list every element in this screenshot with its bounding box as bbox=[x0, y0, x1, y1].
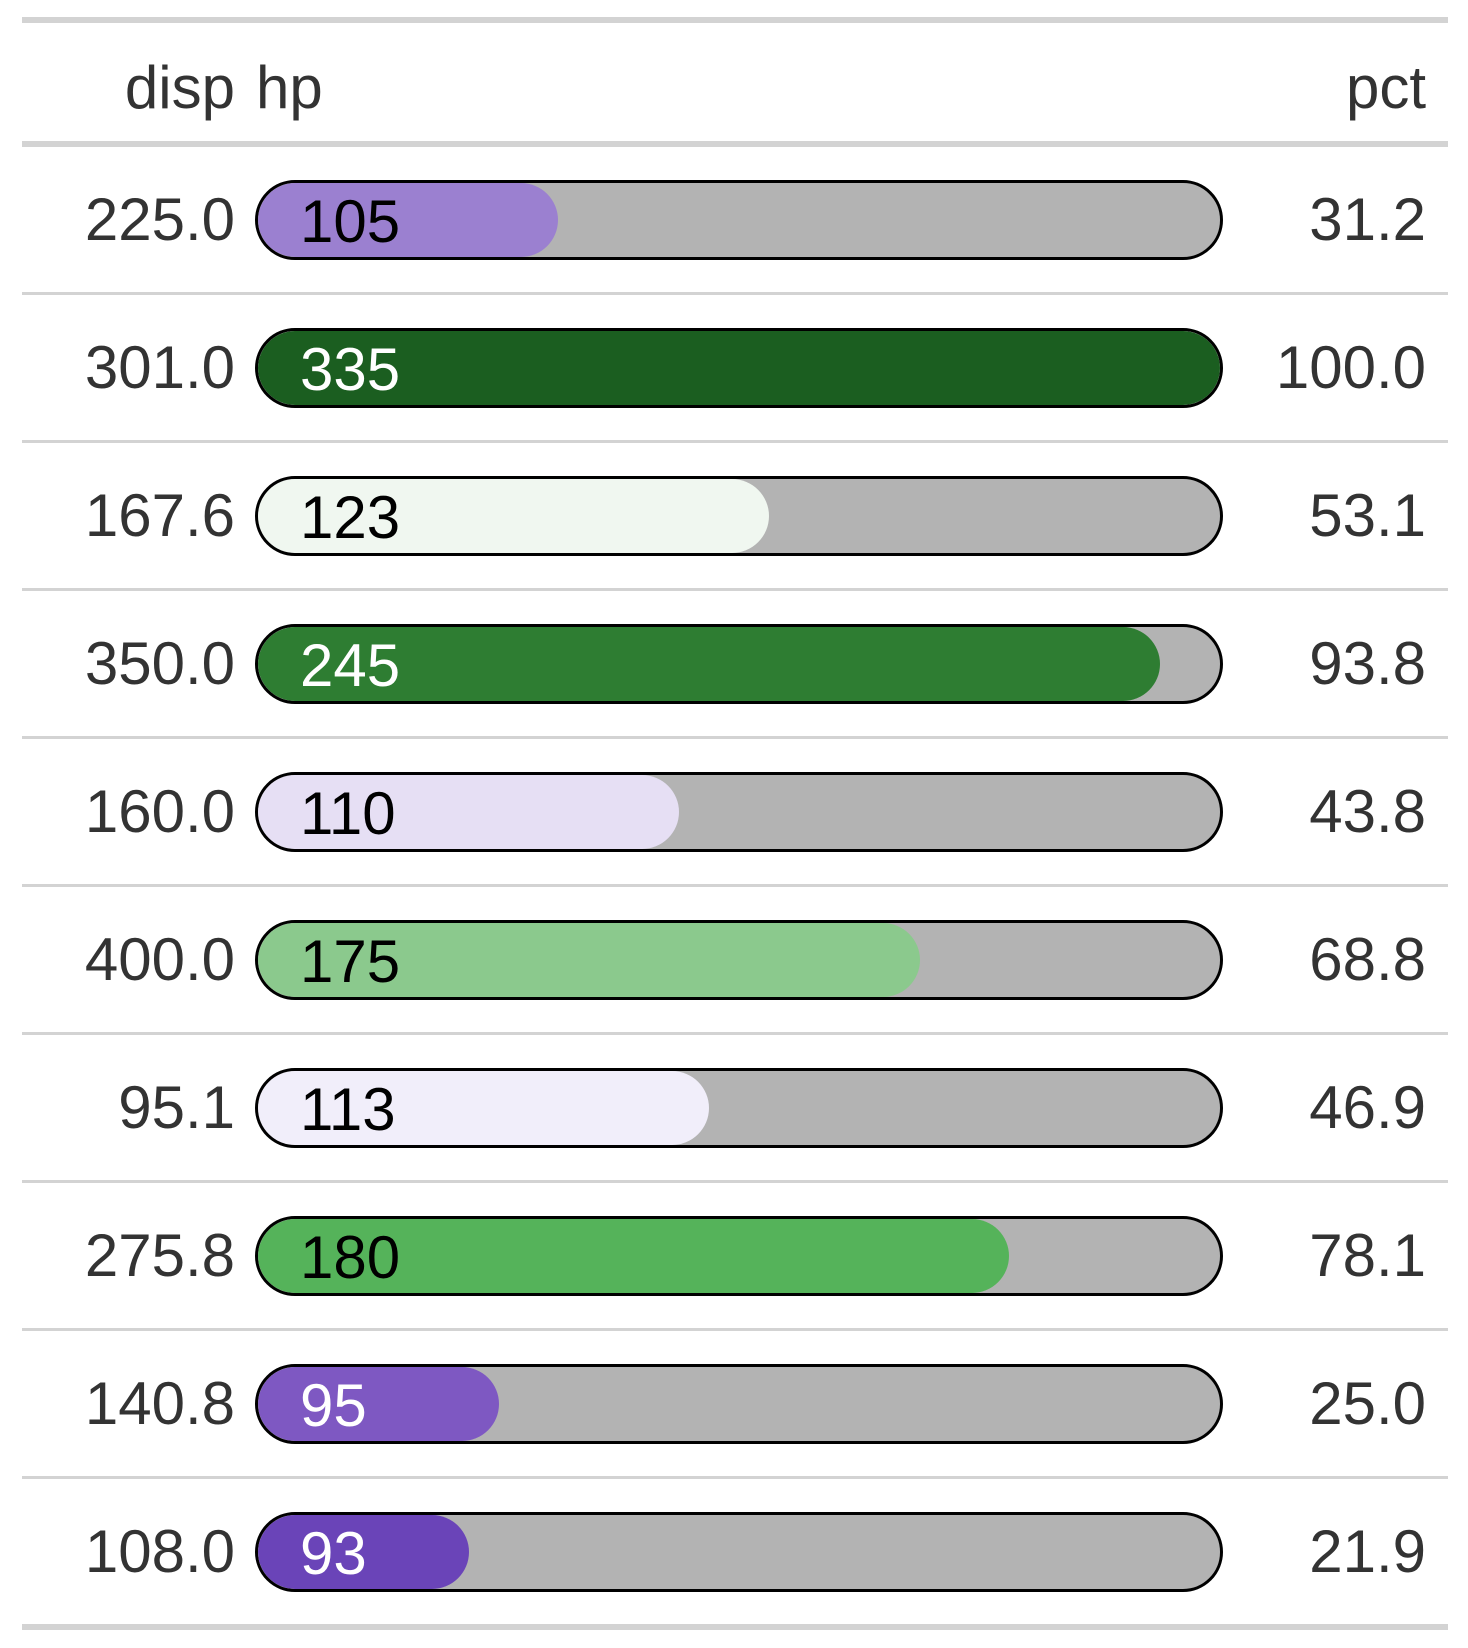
hp-bar-label: 93 bbox=[300, 1520, 367, 1587]
hp-bar-fill bbox=[258, 775, 680, 849]
table-row: 400.0 175 68.8 bbox=[22, 887, 1448, 1035]
cell-pct: 21.9 bbox=[1309, 1518, 1426, 1585]
hp-bar-label: 245 bbox=[300, 632, 401, 699]
cell-pct: 100.0 bbox=[1275, 334, 1426, 401]
table-header: disp hp pct bbox=[22, 23, 1448, 147]
table-row: 301.0 335 100.0 bbox=[22, 295, 1448, 443]
hp-bar-label: 175 bbox=[300, 928, 401, 995]
table-row: 225.0 105 31.2 bbox=[22, 147, 1448, 295]
cell-pct: 43.8 bbox=[1309, 778, 1426, 845]
table-row: 108.0 93 21.9 bbox=[22, 1479, 1448, 1630]
hp-bar-label: 105 bbox=[300, 188, 401, 255]
hp-bar-fill bbox=[258, 627, 1161, 701]
hp-bar-fill bbox=[258, 1219, 1010, 1293]
table-row: 160.0 110 43.8 bbox=[22, 739, 1448, 887]
table-row: 350.0 245 93.8 bbox=[22, 591, 1448, 739]
hp-bar: 123 bbox=[255, 476, 1223, 556]
cell-disp: 160.0 bbox=[84, 778, 235, 845]
hp-bar-fill bbox=[258, 183, 559, 257]
hp-bar-label: 123 bbox=[300, 484, 401, 551]
cell-pct: 68.8 bbox=[1309, 926, 1426, 993]
hp-bar-label: 95 bbox=[300, 1372, 367, 1439]
table-row: 95.1 113 46.9 bbox=[22, 1035, 1448, 1183]
cell-disp: 275.8 bbox=[84, 1222, 235, 1289]
hp-bar: 175 bbox=[255, 920, 1223, 1000]
cell-disp: 350.0 bbox=[84, 630, 235, 697]
table-row: 275.8 180 78.1 bbox=[22, 1183, 1448, 1331]
hp-bar: 110 bbox=[255, 772, 1223, 852]
cell-pct: 31.2 bbox=[1309, 186, 1426, 253]
hp-bar-label: 113 bbox=[300, 1076, 396, 1143]
table-row: 167.6 123 53.1 bbox=[22, 443, 1448, 591]
hp-bar-label: 335 bbox=[300, 336, 401, 403]
table-row: 140.8 95 25.0 bbox=[22, 1331, 1448, 1479]
hp-bar-fill bbox=[258, 1367, 499, 1441]
column-header-hp: hp bbox=[256, 54, 323, 121]
hp-bar: 335 bbox=[255, 328, 1223, 408]
hp-bar-fill bbox=[258, 1071, 710, 1145]
hp-bar-fill bbox=[258, 1515, 469, 1589]
table-top-border bbox=[22, 17, 1448, 23]
hp-bar-label: 180 bbox=[300, 1224, 401, 1291]
cell-pct: 53.1 bbox=[1309, 482, 1426, 549]
hp-bar: 93 bbox=[255, 1512, 1223, 1592]
data-table: disp hp pct 225.0 105 31.2 301.0 335 100.0 167… bbox=[22, 17, 1448, 1630]
table-body: 225.0 105 31.2 301.0 335 100.0 167.6 123 53.1 350… bbox=[22, 147, 1448, 1630]
cell-disp: 167.6 bbox=[84, 482, 235, 549]
cell-disp: 301.0 bbox=[84, 334, 235, 401]
cell-disp: 225.0 bbox=[84, 186, 235, 253]
cell-disp: 108.0 bbox=[84, 1518, 235, 1585]
cell-pct: 46.9 bbox=[1309, 1074, 1426, 1141]
hp-bar: 95 bbox=[255, 1364, 1223, 1444]
column-header-disp: disp bbox=[124, 54, 235, 121]
hp-bar-fill bbox=[258, 331, 1220, 405]
hp-bar: 113 bbox=[255, 1068, 1223, 1148]
cell-pct: 25.0 bbox=[1309, 1370, 1426, 1437]
cell-disp: 400.0 bbox=[84, 926, 235, 993]
hp-bar: 245 bbox=[255, 624, 1223, 704]
cell-disp: 140.8 bbox=[84, 1370, 235, 1437]
hp-bar-fill bbox=[258, 479, 769, 553]
hp-bar-label: 110 bbox=[300, 780, 396, 847]
cell-pct: 78.1 bbox=[1309, 1222, 1426, 1289]
column-header-pct: pct bbox=[1345, 54, 1426, 121]
hp-bar: 180 bbox=[255, 1216, 1223, 1296]
cell-pct: 93.8 bbox=[1309, 630, 1426, 697]
hp-bar: 105 bbox=[255, 180, 1223, 260]
hp-bar-fill bbox=[258, 923, 920, 997]
cell-disp: 95.1 bbox=[118, 1074, 235, 1141]
